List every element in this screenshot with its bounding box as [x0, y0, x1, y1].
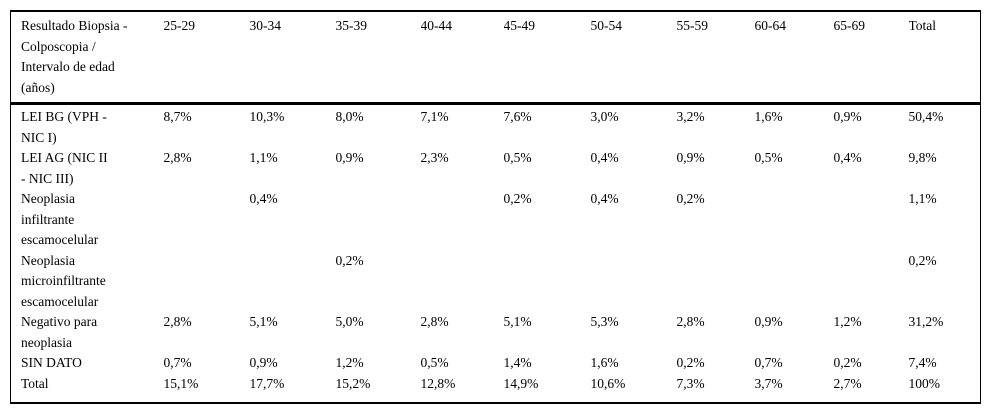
- table-cell: 5,0%: [335, 314, 364, 329]
- table-cell: 2,7%: [833, 375, 862, 391]
- table-cell: [755, 251, 834, 313]
- table-cell: [164, 251, 250, 313]
- table-cell: 7,6%: [503, 109, 532, 124]
- table-row: Negativo para neoplasia 2,8% 5,1% 5,0% 2,8% 5…: [11, 312, 981, 353]
- table-cell: 1,1%: [249, 150, 278, 165]
- table-cell: 1,1%: [908, 191, 937, 206]
- column-header-40-44: 40-44: [420, 11, 504, 105]
- table-cell: 50,4%: [908, 109, 944, 124]
- table-cell: 7,4%: [908, 355, 937, 370]
- biopsy-colposcopy-results-table: Resultado Biopsia - Colposcopia / Interv…: [10, 10, 981, 404]
- column-header-total: Total: [908, 11, 981, 105]
- table-cell: 10,6%: [590, 375, 626, 391]
- table-cell: 0,4%: [590, 191, 619, 206]
- table-cell: 1,4%: [503, 355, 532, 370]
- results-table-container: Resultado Biopsia - Colposcopia / Interv…: [10, 10, 981, 404]
- row-label: SIN DATO: [21, 355, 82, 370]
- table-cell: 15,1%: [163, 375, 199, 391]
- column-header-65-69: 65-69: [833, 11, 909, 105]
- row-label: LEI AG (NIC II - NIC III): [21, 150, 108, 186]
- column-header-60-64: 60-64: [754, 11, 834, 105]
- column-header-55-59: 55-59: [676, 11, 755, 105]
- table-row: LEI BG (VPH - NIC I) 8,7% 10,3% 8,0% 7,1% 7,6…: [11, 104, 981, 149]
- table-cell: [504, 251, 591, 313]
- row-label: Negativo para neoplasia: [21, 314, 98, 350]
- table-cell: 7,3%: [676, 375, 705, 391]
- table-cell: 12,8%: [420, 375, 456, 391]
- table-cell: 0,2%: [676, 191, 705, 206]
- table-cell: 0,7%: [754, 355, 783, 370]
- table-cell: 0,4%: [249, 191, 278, 206]
- table-cell: 9,8%: [908, 150, 937, 165]
- table-cell: 0,9%: [335, 150, 364, 165]
- table-cell: [164, 189, 250, 251]
- table-row: Neoplasia infiltrante escamocelular 0,4% 0…: [11, 189, 981, 251]
- row-label: Neoplasia microinfiltrante escamocelular: [21, 252, 106, 309]
- table-cell: 0,5%: [503, 150, 532, 165]
- table-cell: 10,3%: [249, 109, 285, 124]
- table-cell: [755, 189, 834, 251]
- table-cell: [677, 251, 755, 313]
- table-cell: 2,8%: [163, 150, 192, 165]
- table-cell: 0,9%: [676, 150, 705, 165]
- table-row: Neoplasia microinfiltrante escamocelular…: [11, 251, 981, 313]
- table-cell: 0,9%: [249, 355, 278, 370]
- column-header-25-29: 25-29: [163, 11, 250, 105]
- table-cell: 0,2%: [676, 355, 705, 370]
- table-cell: 8,7%: [163, 109, 192, 124]
- table-cell: 0,9%: [833, 109, 862, 124]
- table-cell: 31,2%: [908, 314, 944, 329]
- table-cell: 0,7%: [163, 355, 192, 370]
- corner-header-biopsy-result-age-interval: Resultado Biopsia - Colposcopia / Interv…: [10, 11, 164, 105]
- table-cell: [421, 251, 504, 313]
- table-cell: 0,2%: [503, 191, 532, 206]
- table-cell: 1,2%: [833, 314, 862, 329]
- table-cell: 7,1%: [420, 109, 449, 124]
- table-cell: 0,2%: [335, 252, 364, 268]
- column-header-45-49: 45-49: [503, 11, 591, 105]
- table-cell: [591, 251, 677, 313]
- table-cell: 5,3%: [590, 314, 619, 329]
- table-cell: 3,0%: [590, 109, 619, 124]
- table-cell: 15,2%: [335, 375, 371, 391]
- table-cell: 100%: [908, 375, 941, 391]
- table-cell: [421, 189, 504, 251]
- table-cell: 0,5%: [420, 355, 449, 370]
- table-cell: 2,8%: [420, 314, 449, 329]
- table-cell: 17,7%: [249, 375, 285, 391]
- table-cell: 0,4%: [833, 150, 862, 165]
- table-cell: 3,2%: [676, 109, 705, 124]
- table-cell: 5,1%: [503, 314, 532, 329]
- table-cell: 8,0%: [335, 109, 364, 124]
- column-header-50-54: 50-54: [590, 11, 677, 105]
- column-header-35-39: 35-39: [335, 11, 421, 105]
- table-row: SIN DATO 0,7% 0,9% 1,2% 0,5% 1,4% 1,6% 0,2% 0,7%…: [11, 353, 981, 374]
- table-cell: [336, 189, 421, 251]
- table-cell: 0,2%: [908, 252, 937, 268]
- table-row: LEI AG (NIC II - NIC III) 2,8% 1,1% 0,9% 2,3…: [11, 148, 981, 189]
- table-cell: [250, 251, 336, 313]
- table-cell: 1,6%: [590, 355, 619, 370]
- table-cell: [834, 251, 909, 313]
- row-label: LEI BG (VPH - NIC I): [21, 109, 107, 145]
- table-cell: [834, 189, 909, 251]
- column-header-30-34: 30-34: [249, 11, 336, 105]
- table-cell: 14,9%: [503, 375, 539, 391]
- header-row: Resultado Biopsia - Colposcopia / Interv…: [10, 11, 981, 105]
- table-cell: 5,1%: [249, 314, 278, 329]
- row-label: Total: [21, 375, 49, 391]
- table-cell: 0,9%: [754, 314, 783, 329]
- row-label: Neoplasia infiltrante escamocelular: [21, 191, 99, 247]
- table-cell: 3,7%: [754, 375, 783, 391]
- table-cell: 2,8%: [676, 314, 705, 329]
- table-cell: 1,6%: [754, 109, 783, 124]
- table-cell: 2,3%: [420, 150, 449, 165]
- table-cell: 2,8%: [163, 314, 192, 329]
- table-cell: 0,4%: [590, 150, 619, 165]
- table-cell: 0,2%: [833, 355, 862, 370]
- table-row: Total 15,1% 17,7% 15,2% 12,8% 14,9% 10,6% 7,3% 3…: [11, 374, 981, 404]
- table-cell: 1,2%: [335, 355, 364, 370]
- table-cell: 0,5%: [754, 150, 783, 165]
